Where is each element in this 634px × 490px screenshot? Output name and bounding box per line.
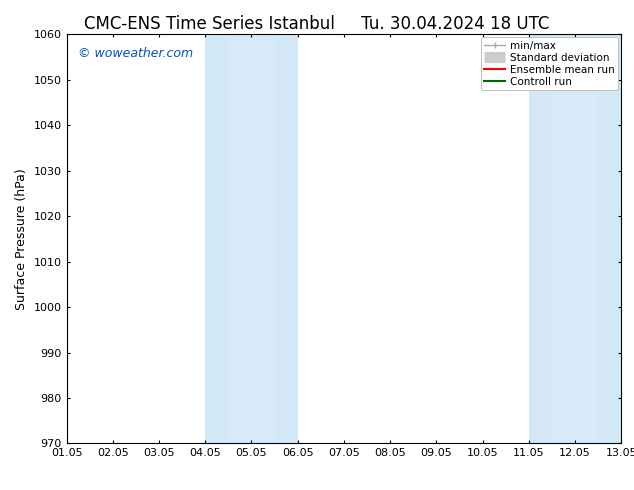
Text: © woweather.com: © woweather.com [77,47,193,60]
Text: CMC-ENS Time Series Istanbul     Tu. 30.04.2024 18 UTC: CMC-ENS Time Series Istanbul Tu. 30.04.2… [84,15,550,33]
Bar [598,34,621,443]
Bar [205,34,228,443]
Bar [529,34,552,443]
Bar [205,34,298,443]
Y-axis label: Surface Pressure (hPa): Surface Pressure (hPa) [15,168,28,310]
Bar [529,34,621,443]
Bar [275,34,298,443]
Legend: min/max, Standard deviation, Ensemble mean run, Controll run: min/max, Standard deviation, Ensemble me… [481,37,618,90]
